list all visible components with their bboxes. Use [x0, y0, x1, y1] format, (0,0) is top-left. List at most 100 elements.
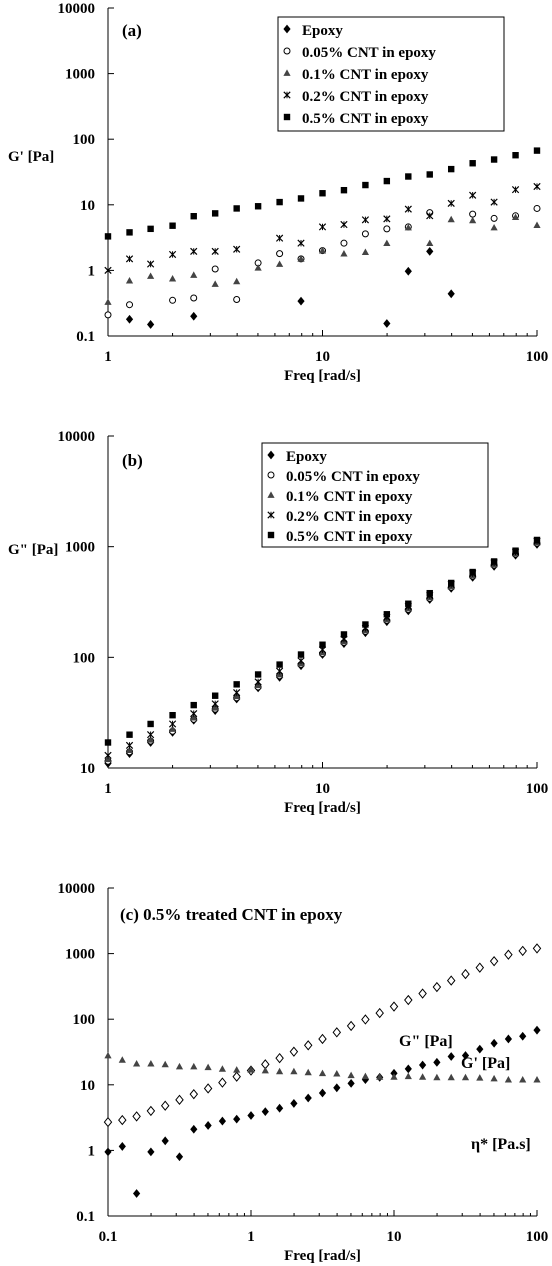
y-tick-label: 10000 [58, 1, 96, 17]
data-point [168, 274, 177, 282]
data-point [104, 298, 112, 305]
legend-marker [267, 491, 275, 498]
y-tick-label: 10000 [58, 429, 96, 445]
data-point [383, 319, 391, 328]
data-point [126, 731, 133, 738]
legend-entry: 0.05% CNT in epoxy [286, 469, 420, 485]
data-point [461, 1073, 470, 1081]
data-point [504, 1076, 513, 1083]
data-point [168, 720, 177, 728]
y-tick-label: 1000 [65, 67, 95, 83]
data-point [361, 248, 370, 255]
data-point [432, 981, 442, 993]
data-point [319, 641, 326, 648]
data-point [519, 1076, 527, 1083]
data-point [426, 589, 433, 597]
data-point [147, 320, 155, 329]
data-point [126, 301, 134, 309]
data-point [469, 160, 476, 167]
data-point [447, 165, 455, 173]
data-point [118, 1056, 126, 1063]
data-point [104, 266, 112, 275]
panel-label: (a) [122, 21, 142, 40]
data-point [404, 1072, 412, 1080]
data-point [318, 1033, 327, 1045]
x-tick-label: 10 [315, 349, 330, 365]
data-point [104, 233, 112, 240]
series-2 [104, 1051, 541, 1083]
data-point [318, 247, 327, 254]
legend: Epoxy 0.05% CNT in epoxy 0.1% CNT in epoxy… [261, 442, 489, 548]
data-point [404, 1064, 412, 1074]
data-point [190, 294, 198, 302]
data-point [211, 704, 219, 711]
data-point [347, 1071, 355, 1079]
data-point [469, 191, 477, 199]
data-point [104, 1147, 112, 1157]
data-point [233, 692, 241, 700]
data-point [347, 1079, 355, 1088]
data-point [233, 688, 241, 697]
data-point [254, 264, 262, 271]
y-tick-label: 10 [80, 1078, 95, 1094]
data-point [276, 198, 283, 206]
data-point [233, 296, 241, 304]
legend-marker [267, 471, 275, 479]
data-point [218, 1116, 227, 1126]
data-point [132, 1111, 141, 1122]
y-axis-label: G' [Pa] [8, 149, 54, 165]
data-point [490, 156, 498, 163]
data-point [533, 182, 541, 191]
data-point [405, 600, 412, 607]
data-point [247, 1066, 255, 1073]
x-tick-label: 0.1 [99, 1229, 118, 1245]
curve-label: G' [Pa] [461, 1055, 510, 1072]
data-point [519, 1031, 527, 1041]
data-point [389, 1001, 399, 1012]
data-point [361, 216, 370, 224]
data-point [333, 1083, 341, 1093]
data-point [303, 1040, 313, 1051]
data-point [190, 1062, 198, 1070]
legend-box [261, 442, 489, 548]
data-point [233, 277, 241, 285]
panel-label: (c) 0.5% treated CNT in epoxy [120, 905, 343, 924]
data-point [511, 213, 520, 220]
data-point [332, 1027, 342, 1038]
data-point [147, 1147, 155, 1157]
data-point [361, 1072, 370, 1080]
data-point [190, 271, 198, 278]
data-point [161, 1136, 169, 1146]
data-point [419, 1073, 427, 1080]
data-point [276, 661, 283, 668]
data-point [147, 272, 155, 279]
data-point [404, 223, 412, 231]
data-point [233, 245, 241, 253]
data-point [203, 1083, 213, 1094]
legend-marker [283, 24, 291, 34]
data-point [533, 221, 541, 229]
data-point [419, 1060, 427, 1070]
data-point [333, 1070, 341, 1077]
data-point [469, 210, 477, 218]
chart-panel-1: 1 10 100 10 100 1000 10000 Freq [rad/s] G" [Pa] (… [8, 429, 548, 816]
data-point [362, 181, 369, 189]
data-point [233, 205, 240, 212]
data-point [104, 739, 112, 746]
data-point [175, 1152, 184, 1162]
data-point [190, 213, 197, 220]
data-point [447, 1073, 455, 1081]
data-point [405, 173, 412, 180]
data-point [383, 225, 391, 233]
series-1 [104, 1025, 541, 1198]
data-point [383, 215, 391, 223]
data-point [433, 1057, 441, 1067]
data-point [390, 1068, 398, 1078]
series-4 [104, 147, 541, 240]
data-point [254, 203, 262, 210]
data-point [447, 1052, 455, 1061]
data-point [233, 681, 240, 688]
legend-entry: 0.2% CNT in epoxy [286, 509, 413, 525]
data-point [490, 1038, 498, 1048]
